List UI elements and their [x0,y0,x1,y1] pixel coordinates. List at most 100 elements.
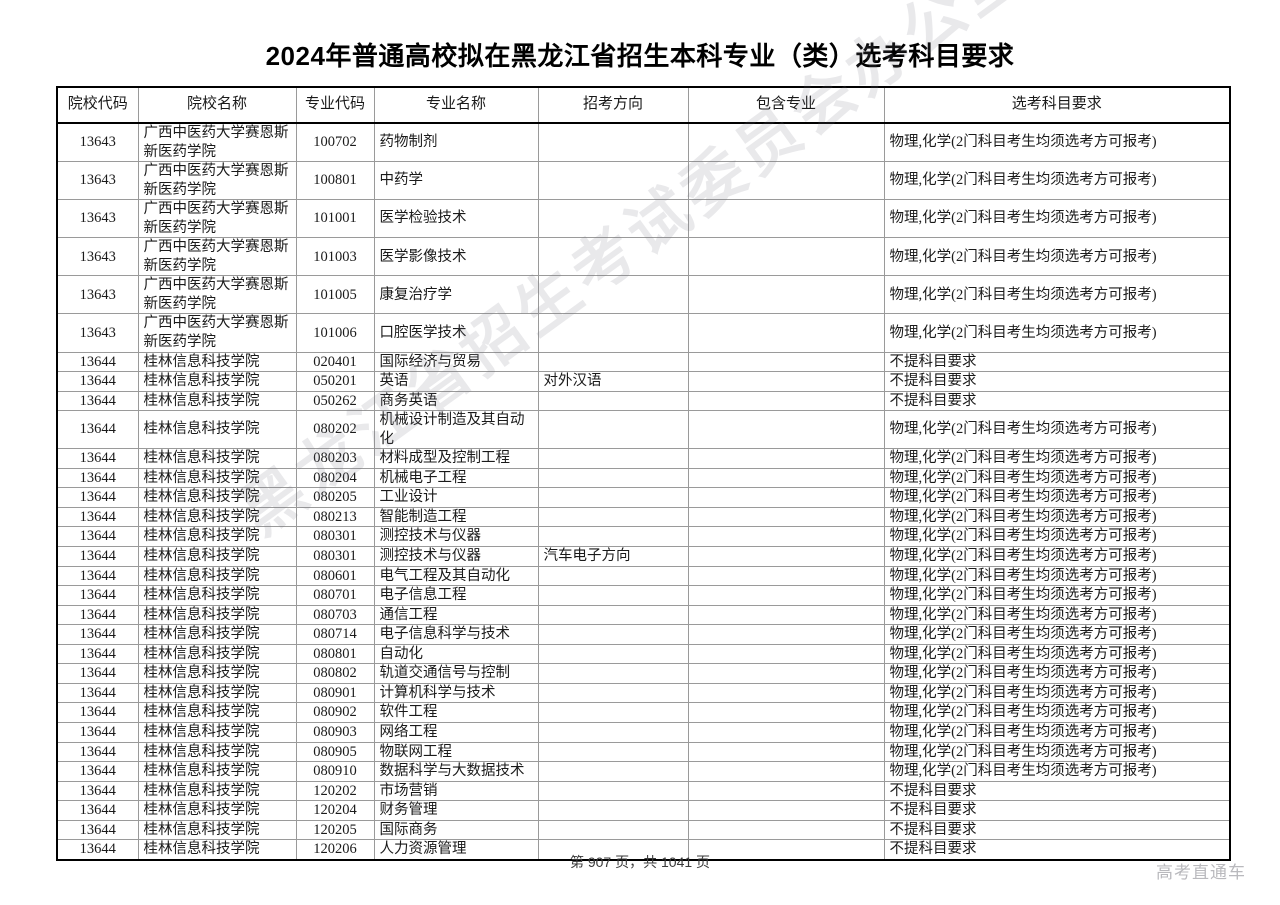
cell-major-code: 020401 [295,351,375,373]
cell-direction [537,313,689,353]
cell-school-code: 13644 [56,780,139,802]
cell-major-name: 药物制剂 [373,122,539,163]
page-title: 2024年普通高校拟在黑龙江省招生本科专业（类）选考科目要求 [265,41,1015,71]
table-row: 13644 桂林信息科技学院 120202 市场营销 不提科目要求 [56,780,1231,802]
cell-direction: 汽车电子方向 [537,546,689,567]
cell-included [687,721,885,743]
table-row: 13644 桂林信息科技学院 080910 数据科学与大数据技术 物理,化学(2门科目考… [56,761,1231,782]
cell-subject-req: 物理,化学(2门科目考生均须选考方可报考) [883,199,1231,239]
cell-school-name: 桂林信息科技学院 [137,682,297,704]
cell-subject-req: 物理,化学(2门科目考生均须选考方可报考) [883,604,1231,626]
cell-major-name: 自动化 [373,643,539,665]
cell-school-name: 桂林信息科技学院 [137,721,297,743]
cell-direction [537,161,689,201]
cell-school-code: 13644 [56,624,139,645]
cell-direction [537,390,689,412]
cell-subject-req: 不提科目要求 [883,800,1231,821]
cell-included [687,237,885,277]
cell-school-code: 13644 [56,604,139,626]
cell-major-code: 080601 [295,565,375,587]
table-row: 13644 桂林信息科技学院 050262 商务英语 不提科目要求 [56,390,1231,412]
cell-school-name: 广西中医药大学赛恩斯新医药学院 [137,161,297,201]
cell-direction [537,448,689,469]
cell-major-code: 100801 [295,161,375,201]
cell-major-name: 医学检验技术 [373,199,539,239]
table-row: 13644 桂林信息科技学院 080301 测控技术与仪器 物理,化学(2门科目考生均须… [56,526,1231,548]
cell-direction [537,487,689,508]
cell-major-name: 测控技术与仪器 [373,546,539,567]
table-row: 13643 广西中医药大学赛恩斯新医药学院 100801 中药学 物理,化学(2门科目考… [56,161,1231,201]
table-row: 13644 桂林信息科技学院 080701 电子信息工程 物理,化学(2门科目考生均须选… [56,585,1231,606]
cell-subject-req: 物理,化学(2门科目考生均须选考方可报考) [883,585,1231,606]
cell-school-code: 13644 [56,506,139,528]
cell-school-code: 13644 [56,800,139,821]
cell-direction [537,585,689,606]
table-header-row: 院校代码 院校名称 专业代码 专业名称 招考方向 包含专业 选考科目要求 [56,87,1231,124]
cell-school-name: 桂林信息科技学院 [137,467,297,489]
table-row: 13644 桂林信息科技学院 080202 机械设计制造及其自动化 物理,化学(2门科目… [56,410,1231,450]
cell-direction [537,663,689,684]
cell-major-code: 101006 [295,313,375,353]
cell-major-code: 101001 [295,199,375,239]
cell-major-name: 商务英语 [373,390,539,412]
brand-watermark-footer: 高考直通车 [1156,863,1246,882]
cell-school-code: 13644 [56,585,139,606]
cell-included [687,122,885,163]
cell-major-code: 080301 [295,526,375,548]
column-header-subject-req: 选考科目要求 [883,87,1231,124]
cell-school-name: 桂林信息科技学院 [137,410,297,450]
cell-school-code: 13644 [56,351,139,373]
cell-major-name: 材料成型及控制工程 [373,448,539,469]
cell-major-code: 080213 [295,506,375,528]
cell-subject-req: 物理,化学(2门科目考生均须选考方可报考) [883,448,1231,469]
cell-major-code: 120205 [295,819,375,841]
table-row: 13644 桂林信息科技学院 120204 财务管理 不提科目要求 [56,800,1231,821]
table-row: 13644 桂林信息科技学院 020401 国际经济与贸易 不提科目要求 [56,351,1231,373]
cell-major-code: 120206 [295,839,375,861]
cell-subject-req: 不提科目要求 [883,780,1231,802]
cell-major-code: 080902 [295,702,375,723]
cell-school-name: 桂林信息科技学院 [137,761,297,782]
cell-major-name: 软件工程 [373,702,539,723]
cell-major-name: 财务管理 [373,800,539,821]
cell-subject-req: 物理,化学(2门科目考生均须选考方可报考) [883,506,1231,528]
cell-direction: 对外汉语 [537,371,689,392]
cell-school-name: 桂林信息科技学院 [137,624,297,645]
cell-direction [537,682,689,704]
cell-included [687,371,885,392]
cell-school-name: 桂林信息科技学院 [137,546,297,567]
cell-direction [537,237,689,277]
cell-school-code: 13644 [56,526,139,548]
cell-major-name: 国际商务 [373,819,539,841]
cell-subject-req: 不提科目要求 [883,839,1231,861]
page-number-footer: 第 907 页，共 1041 页 [569,854,711,870]
cell-direction [537,741,689,763]
cell-school-code: 13644 [56,682,139,704]
cell-subject-req: 物理,化学(2门科目考生均须选考方可报考) [883,761,1231,782]
cell-subject-req: 物理,化学(2门科目考生均须选考方可报考) [883,237,1231,277]
cell-school-code: 13644 [56,448,139,469]
cell-school-code: 13644 [56,819,139,841]
cell-subject-req: 物理,化学(2门科目考生均须选考方可报考) [883,275,1231,315]
cell-school-code: 13643 [56,237,139,277]
cell-direction [537,199,689,239]
cell-school-name: 桂林信息科技学院 [137,565,297,587]
cell-school-name: 桂林信息科技学院 [137,506,297,528]
cell-school-name: 桂林信息科技学院 [137,585,297,606]
cell-major-name: 物联网工程 [373,741,539,763]
table-row: 13644 桂林信息科技学院 120205 国际商务 不提科目要求 [56,819,1231,841]
cell-included [687,351,885,373]
cell-direction [537,122,689,163]
cell-school-code: 13644 [56,565,139,587]
table-row: 13644 桂林信息科技学院 080213 智能制造工程 物理,化学(2门科目考生均须选… [56,506,1231,528]
cell-major-code: 080905 [295,741,375,763]
cell-subject-req: 不提科目要求 [883,371,1231,392]
cell-subject-req: 物理,化学(2门科目考生均须选考方可报考) [883,702,1231,723]
subject-requirement-table-wrapper: 院校代码 院校名称 专业代码 专业名称 招考方向 包含专业 选考科目要求 136… [56,86,1231,861]
cell-included [687,487,885,508]
cell-major-code: 120204 [295,800,375,821]
cell-major-code: 050262 [295,390,375,412]
cell-major-code: 080703 [295,604,375,626]
cell-subject-req: 物理,化学(2门科目考生均须选考方可报考) [883,624,1231,645]
